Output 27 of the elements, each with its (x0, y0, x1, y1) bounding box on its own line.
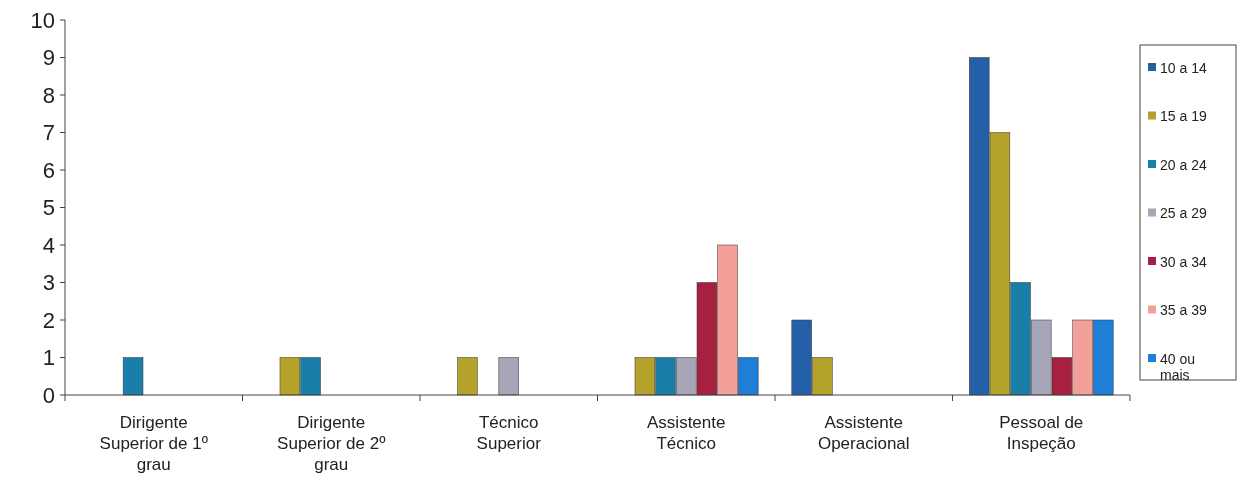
y-tick-label: 9 (42, 45, 55, 71)
bar (498, 357, 519, 396)
legend-label: 20 a 24 (1160, 156, 1207, 173)
legend-label: 40 ou mais (1160, 350, 1196, 383)
y-tick-label: 7 (42, 120, 55, 146)
legend-label: 15 a 19 (1160, 108, 1207, 125)
x-tick-label: Técnico Superior (476, 413, 542, 453)
y-tick-label: 4 (42, 232, 55, 258)
x-tick-label: Dirigente Superior de 2º grau (277, 413, 386, 474)
y-tick-label: 8 (42, 82, 55, 108)
x-tick-label: Assistente Operacional (817, 413, 910, 453)
x-tick-label: Pessoal de Inspeção (999, 413, 1084, 453)
y-tick-label: 5 (42, 195, 55, 221)
legend-label: 35 a 39 (1160, 302, 1207, 319)
x-tick-label: Assistente Técnico (647, 413, 726, 453)
bar (122, 357, 144, 396)
legend-label: 30 a 34 (1160, 253, 1207, 270)
y-tick-label: 1 (42, 345, 55, 371)
y-tick-label: 10 (30, 7, 55, 33)
y-tick-label: 3 (42, 270, 55, 296)
bar (457, 357, 478, 396)
legend-label: 10 a 14 (1160, 59, 1207, 76)
y-tick-label: 2 (42, 307, 55, 333)
legend-label: 25 a 29 (1160, 205, 1207, 222)
y-tick-label: 6 (42, 157, 55, 183)
x-tick-label: Dirigente Superior de 1º grau (99, 413, 208, 474)
y-tick-label: 0 (42, 382, 55, 408)
